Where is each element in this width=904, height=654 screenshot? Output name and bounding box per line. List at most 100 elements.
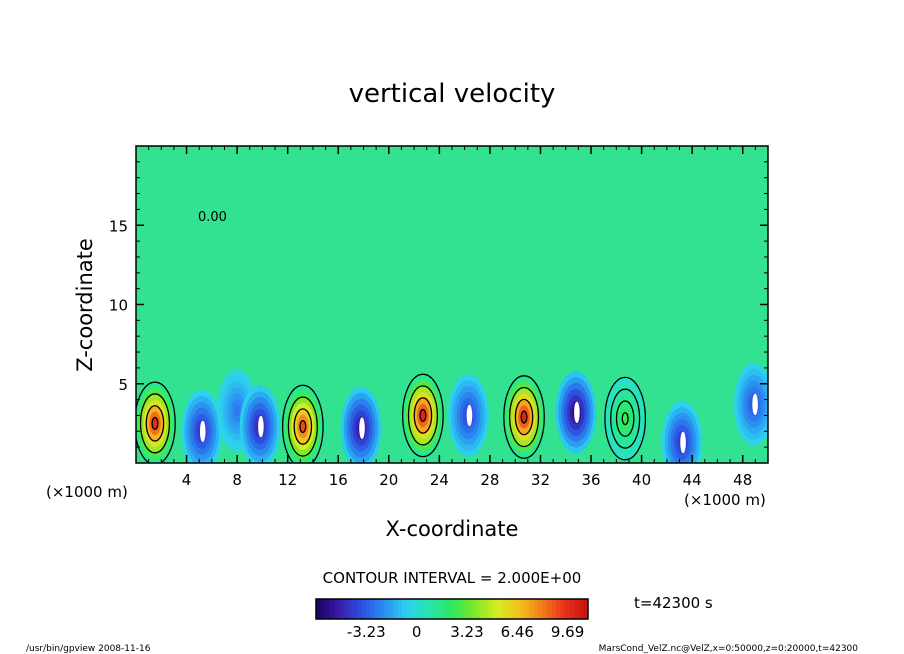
colorbar-segment bbox=[465, 599, 471, 619]
contour-line bbox=[151, 416, 159, 430]
velocity-level bbox=[420, 409, 426, 422]
x-unit-right: (×1000 m) bbox=[684, 491, 766, 509]
velocity-level bbox=[152, 417, 158, 430]
colorbar-segment bbox=[483, 599, 489, 619]
footer-right: MarsCond_VelZ.nc@VelZ,x=0:50000,z=0:2000… bbox=[599, 644, 859, 654]
colorbar-segment bbox=[442, 599, 448, 619]
velocity-cell bbox=[555, 371, 597, 454]
velocity-level bbox=[359, 417, 365, 439]
contour-line bbox=[299, 420, 307, 434]
colorbar-segment bbox=[497, 599, 503, 619]
colorbar-segment bbox=[461, 599, 467, 619]
colorbar-tick-label: 0 bbox=[412, 623, 422, 641]
colorbar-segment bbox=[361, 599, 367, 619]
x-tick-label: 48 bbox=[733, 471, 752, 489]
colorbar-segment bbox=[492, 599, 498, 619]
colorbar-segment bbox=[438, 599, 444, 619]
colorbar-segment bbox=[510, 599, 516, 619]
contour-layer bbox=[136, 373, 647, 463]
velocity-cell bbox=[181, 390, 222, 463]
colorbar-segment bbox=[347, 599, 353, 619]
contour-line bbox=[293, 408, 313, 445]
colorbar-segment bbox=[574, 599, 580, 619]
y-axis: 5 10 15 bbox=[109, 161, 768, 448]
x-tick-label: 12 bbox=[278, 471, 297, 489]
colorbar-segment bbox=[474, 599, 480, 619]
colorbar-segment bbox=[384, 599, 390, 619]
contour-line bbox=[621, 412, 629, 426]
chart-title: vertical velocity bbox=[349, 79, 556, 109]
contour-label: 0.00 bbox=[198, 210, 227, 225]
contour-line bbox=[407, 385, 439, 446]
contour-line bbox=[413, 397, 433, 434]
contour-line bbox=[145, 405, 165, 442]
colorbar-segment bbox=[470, 599, 476, 619]
x-tick-label: 28 bbox=[480, 471, 499, 489]
velocity-level bbox=[234, 404, 241, 417]
x-tick-label: 44 bbox=[683, 471, 702, 489]
colorbar-segment bbox=[542, 599, 548, 619]
velocity-cell bbox=[239, 385, 281, 463]
contour-line bbox=[503, 375, 545, 459]
colorbar-segment bbox=[488, 599, 494, 619]
colorbar-segment bbox=[547, 599, 553, 619]
colorbar-segment bbox=[501, 599, 507, 619]
colorbar-segment bbox=[420, 599, 426, 619]
contour-line bbox=[281, 384, 324, 463]
colorbar-segment bbox=[515, 599, 521, 619]
colorbar-segment bbox=[583, 599, 589, 619]
colorbar-segment bbox=[411, 599, 417, 619]
colorbar-segment bbox=[556, 599, 562, 619]
velocity-level bbox=[258, 415, 264, 438]
colorbar-segment bbox=[524, 599, 530, 619]
velocity-cell bbox=[448, 374, 489, 457]
velocity-level bbox=[752, 393, 758, 416]
velocity-level bbox=[521, 411, 527, 423]
colorbar-segment bbox=[406, 599, 412, 619]
colorbar-segment bbox=[325, 599, 331, 619]
plot-area: 0.00 bbox=[135, 145, 769, 464]
velocity-cell bbox=[661, 401, 703, 463]
colorbar-segment bbox=[565, 599, 571, 619]
colorbar-segment bbox=[320, 599, 326, 619]
colorbar-segment bbox=[506, 599, 512, 619]
colorbar-segment bbox=[374, 599, 380, 619]
colorbar: -3.23 0 3.23 6.46 9.69 bbox=[315, 598, 589, 641]
colorbar-segment bbox=[402, 599, 408, 619]
colorbar-segment bbox=[329, 599, 335, 619]
colorbar-segment bbox=[529, 599, 535, 619]
velocity-level bbox=[574, 401, 580, 423]
x-unit-left: (×1000 m) bbox=[46, 483, 128, 501]
y-tick-label: 5 bbox=[118, 376, 128, 394]
colorbar-segment bbox=[447, 599, 453, 619]
x-tick-label: 4 bbox=[182, 471, 192, 489]
contour-line bbox=[287, 396, 318, 457]
colorbar-tick-label: -3.23 bbox=[347, 623, 386, 641]
colorbar-segment bbox=[338, 599, 344, 619]
colorbar-segment bbox=[316, 599, 322, 619]
contour-line bbox=[604, 376, 647, 461]
colorbar-tick-label: 3.23 bbox=[450, 623, 483, 641]
colorbar-segment bbox=[456, 599, 462, 619]
x-tick-label: 40 bbox=[632, 471, 651, 489]
contour-line bbox=[610, 388, 641, 449]
x-tick-label: 8 bbox=[232, 471, 242, 489]
colorbar-segment bbox=[538, 599, 544, 619]
colorbar-segment bbox=[551, 599, 557, 619]
x-tick-label: 36 bbox=[581, 471, 600, 489]
contour-line bbox=[508, 386, 540, 448]
colorbar-segment bbox=[433, 599, 439, 619]
contour-line bbox=[402, 373, 444, 458]
contour-line bbox=[615, 400, 635, 437]
colorbar-tick-label: 6.46 bbox=[501, 623, 534, 641]
velocity-level bbox=[199, 420, 206, 443]
colorbar-segment bbox=[379, 599, 385, 619]
colorbar-segment bbox=[424, 599, 430, 619]
velocity-level bbox=[680, 431, 686, 454]
colorbar-segment bbox=[334, 599, 340, 619]
colorbar-segment bbox=[352, 599, 358, 619]
colorbar-segment bbox=[429, 599, 435, 619]
y-axis-label: Z-coordinate bbox=[73, 238, 97, 372]
contour-line bbox=[139, 393, 171, 454]
